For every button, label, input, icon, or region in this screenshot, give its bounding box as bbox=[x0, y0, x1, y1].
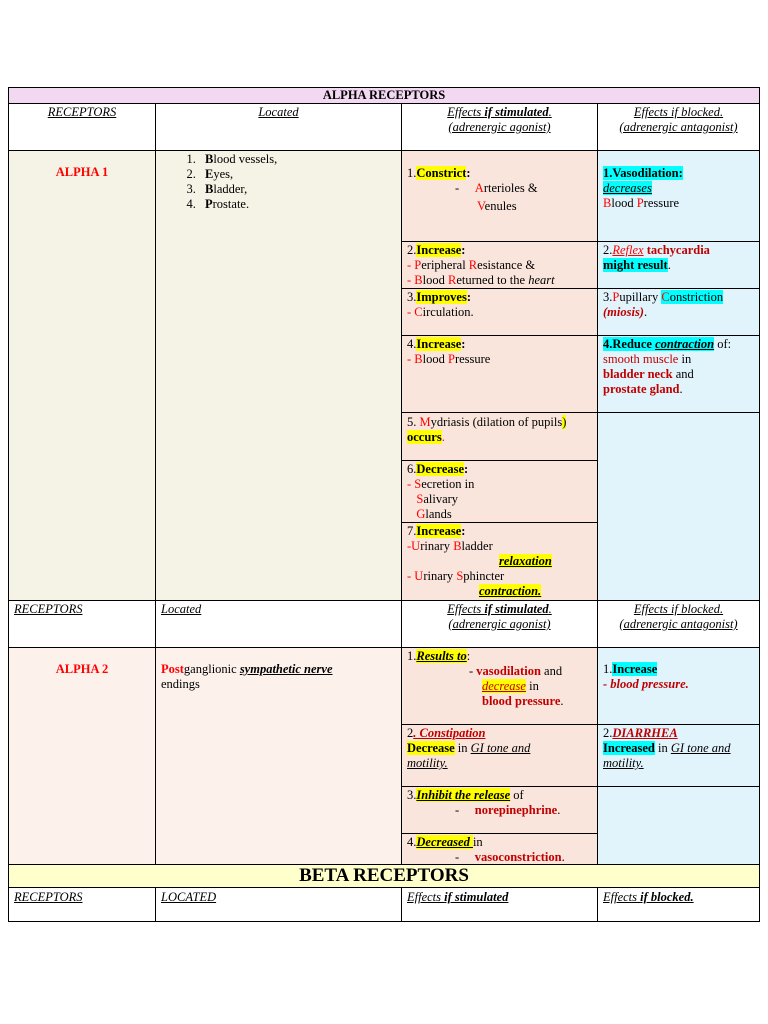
alpha1-location-list: Blood vessels, Eyes, Bladder, Prostate. bbox=[161, 152, 396, 212]
location-item: Prostate. bbox=[199, 197, 396, 212]
antagonist-text: (adrenergic antagonist) bbox=[619, 120, 738, 134]
alpha-receptors-header: ALPHA RECEPTORS bbox=[8, 87, 760, 104]
alpha1-block-empty bbox=[597, 412, 760, 601]
beta-header-located: LOCATED bbox=[155, 887, 402, 922]
alpha1-stim-1: 1.Constrict: - Arterioles & Venules bbox=[401, 150, 598, 242]
alpha2-name-cell: ALPHA 2 bbox=[8, 647, 156, 865]
alpha1-block-3: 3.Pupillary Constriction (miosis). bbox=[597, 288, 760, 336]
alpha2-block-2: 2.DIARRHEA Increased in GI tone and moti… bbox=[597, 724, 760, 787]
agonist-text: (adrenergic agonist) bbox=[448, 617, 551, 631]
alpha2-located-cell: Postganglionic sympathetic nerve endings bbox=[155, 647, 402, 865]
alpha2-stim-1: 1.Results to: - vasodilation and decreas… bbox=[401, 647, 598, 725]
location-item: Bladder, bbox=[199, 182, 396, 197]
alpha2-block-empty bbox=[597, 786, 760, 865]
header-effects-stimulated: Effects if stimulated. (adrenergic agoni… bbox=[401, 103, 598, 151]
alpha1-stim-2: 2.Increase: - Peripheral Resistance & - … bbox=[401, 241, 598, 289]
alpha1-located-cell: Blood vessels, Eyes, Bladder, Prostate. bbox=[155, 150, 402, 601]
if-stimulated-text: if stimulated bbox=[484, 602, 549, 616]
alpha1-name: ALPHA 1 bbox=[55, 165, 109, 179]
header-receptors-text: RECEPTORS bbox=[47, 105, 117, 119]
alpha1-name-cell: ALPHA 1 bbox=[8, 150, 156, 601]
effects-text: Effects bbox=[407, 890, 445, 904]
effects-text: Effects bbox=[447, 602, 485, 616]
alpha-header-text: ALPHA RECEPTORS bbox=[322, 88, 446, 102]
if-stimulated-text: if stimulated bbox=[484, 105, 549, 119]
antagonist-text: (adrenergic antagonist) bbox=[619, 617, 738, 631]
located-text: LOCATED bbox=[161, 890, 217, 904]
alpha2-name: ALPHA 2 bbox=[55, 662, 109, 676]
agonist-text: (adrenergic agonist) bbox=[448, 120, 551, 134]
header-receptors-2: RECEPTORS bbox=[8, 600, 156, 648]
if-blocked-text: Effects if blocked. bbox=[633, 602, 724, 616]
header-effects-blocked-2: Effects if blocked. (adrenergic antagoni… bbox=[597, 600, 760, 648]
alpha2-stim-3: 3.Inhibit the release of - norepinephrin… bbox=[401, 786, 598, 834]
alpha1-stim-6: 6.Decrease: - Secretion in Salivary Glan… bbox=[401, 460, 598, 523]
if-blocked-text: if blocked. bbox=[640, 890, 694, 904]
if-stimulated-text: if stimulated bbox=[444, 890, 509, 904]
if-blocked-text: Effects if blocked. bbox=[633, 105, 724, 119]
header-effects-stimulated-2: Effects if stimulated. (adrenergic agoni… bbox=[401, 600, 598, 648]
beta-header-receptors: RECEPTORS bbox=[8, 887, 156, 922]
header-located: Located bbox=[155, 103, 402, 151]
location-item: Blood vessels, bbox=[199, 152, 396, 167]
alpha1-block-1: 1.Vasodilation: decreases Blood Pressure bbox=[597, 150, 760, 242]
receptors-text: RECEPTORS bbox=[14, 890, 83, 904]
beta-header-text: BETA RECEPTORS bbox=[299, 865, 469, 886]
period: . bbox=[548, 105, 552, 119]
effects-text: Effects bbox=[603, 890, 641, 904]
period: . bbox=[548, 602, 552, 616]
header-located-2: Located bbox=[155, 600, 402, 648]
beta-header-effects-blocked: Effects if blocked. bbox=[597, 887, 760, 922]
beta-header-effects-stimulated: Effects if stimulated bbox=[401, 887, 598, 922]
effects-text: Effects bbox=[447, 105, 485, 119]
alpha2-stim-4: 4.Decreased in - vasoconstriction. bbox=[401, 833, 598, 865]
header-located-text: Located bbox=[258, 105, 299, 119]
header-located-text: Located bbox=[161, 602, 202, 616]
alpha2-block-1: 1.Increase - blood pressure. bbox=[597, 647, 760, 725]
alpha1-stim-3: 3.Improves: - Circulation. bbox=[401, 288, 598, 336]
alpha1-block-2: 2.Reflex tachycardia might result. bbox=[597, 241, 760, 289]
header-receptors: RECEPTORS bbox=[8, 103, 156, 151]
header-effects-blocked: Effects if blocked. (adrenergic antagoni… bbox=[597, 103, 760, 151]
alpha1-stim-5: 5. Mydriasis (dilation of pupils) occurs… bbox=[401, 412, 598, 461]
header-receptors-text: RECEPTORS bbox=[14, 602, 83, 616]
alpha1-stim-7: 7.Increase: -Urinary Bladder relaxation … bbox=[401, 522, 598, 601]
alpha1-block-4: 4.Reduce contraction of: smooth muscle i… bbox=[597, 335, 760, 413]
alpha1-stim-4: 4.Increase: - Blood Pressure bbox=[401, 335, 598, 413]
location-item: Eyes, bbox=[199, 167, 396, 182]
alpha2-stim-2: 2. Constipation Decrease in GI tone and … bbox=[401, 724, 598, 787]
beta-receptors-header: BETA RECEPTORS bbox=[8, 864, 760, 888]
